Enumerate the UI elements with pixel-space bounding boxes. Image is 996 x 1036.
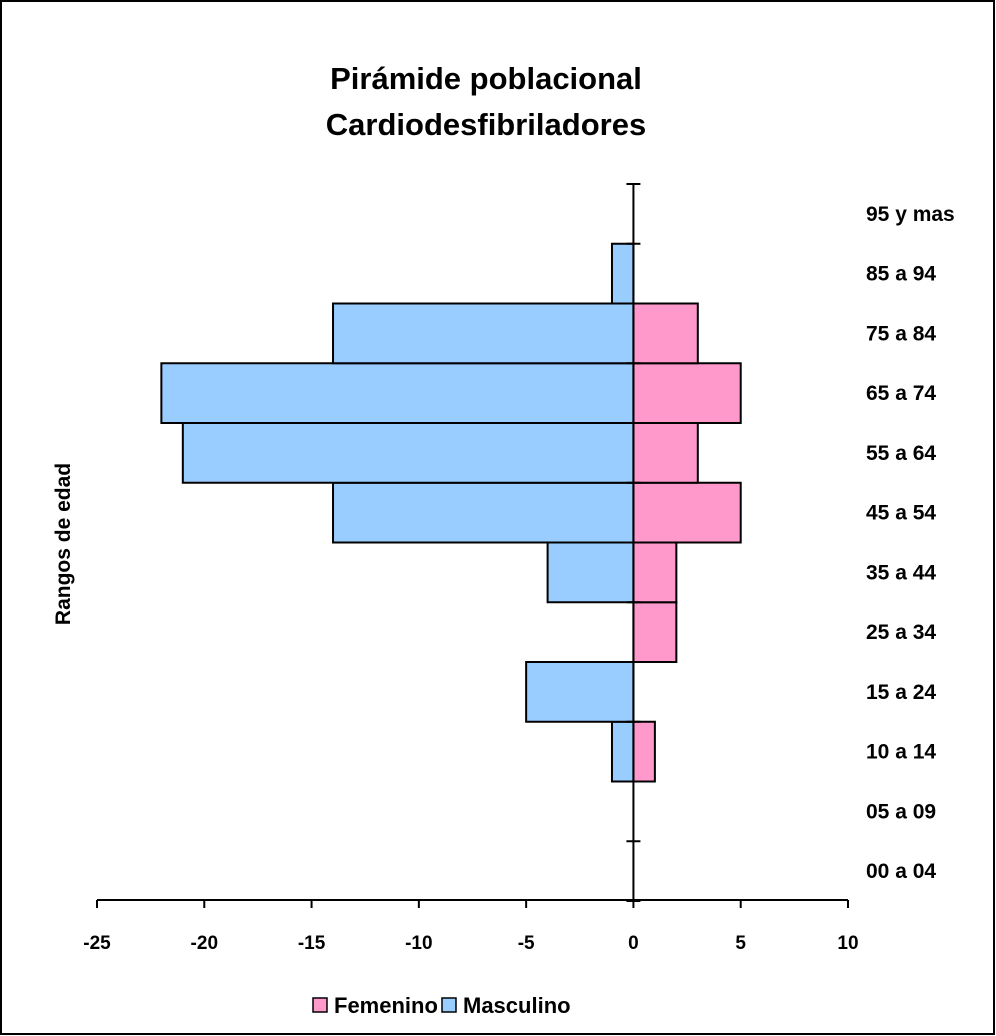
chart-title: Pirámide poblacional [330, 61, 642, 96]
category-label: 65 a 74 [866, 382, 936, 405]
y-axis-title: Rangos de edad [52, 463, 75, 625]
category-label: 95 y mas [866, 203, 955, 226]
bar-femenino-25-a-34 [632, 601, 678, 663]
bar-masculino-45-a-54 [332, 481, 635, 544]
x-tick-label: 10 [837, 933, 858, 954]
legend: Femenino Masculino [312, 993, 571, 1018]
x-tick-label: -20 [191, 933, 218, 954]
category-label: 00 a 04 [866, 860, 936, 883]
bar-masculino-85-a-94 [610, 242, 635, 305]
bar-masculino-75-a-84 [332, 302, 635, 365]
category-label: 25 a 34 [866, 621, 936, 644]
chart-subtitle: Cardiodesfibriladores [326, 107, 646, 142]
x-tick-label: -10 [405, 933, 432, 954]
category-label: 35 a 44 [866, 561, 936, 584]
legend-swatch-masculino [441, 997, 457, 1013]
category-label: 75 a 84 [866, 322, 936, 345]
bar-masculino-15-a-24 [525, 661, 635, 723]
category-label: 55 a 64 [866, 442, 936, 465]
bar-femenino-35-a-44 [632, 541, 678, 604]
bar-masculino-65-a-74 [160, 362, 635, 424]
category-label: 85 a 94 [866, 263, 936, 286]
x-tick-label: 0 [628, 933, 639, 954]
bar-femenino-55-a-64 [632, 422, 699, 484]
bar-masculino-55-a-64 [181, 422, 635, 484]
x-tick-label: -25 [83, 933, 111, 954]
x-tick-label: 5 [735, 933, 746, 954]
plot-area: -25 -20 -15 -10 -5 0 5 10 00 a 04 05 a 09 10 a 14 1… [83, 183, 955, 954]
category-label: 15 a 24 [866, 681, 936, 704]
legend-label-masculino: Masculino [463, 993, 571, 1018]
bar-femenino-10-a-14 [632, 720, 656, 783]
category-label: 10 a 14 [866, 741, 936, 764]
bar-masculino-35-a-44 [546, 541, 635, 604]
bar-femenino-65-a-74 [632, 362, 742, 424]
legend-swatch-femenino [312, 997, 328, 1013]
x-tick-label: -5 [518, 933, 535, 954]
category-label: 45 a 54 [866, 502, 936, 525]
bar-masculino-10-a-14 [610, 720, 635, 783]
x-tick-label: -15 [298, 933, 326, 954]
bar-femenino-75-a-84 [632, 302, 699, 365]
bar-femenino-45-a-54 [632, 481, 742, 544]
category-label: 05 a 09 [866, 800, 936, 823]
legend-label-femenino: Femenino [334, 993, 438, 1018]
